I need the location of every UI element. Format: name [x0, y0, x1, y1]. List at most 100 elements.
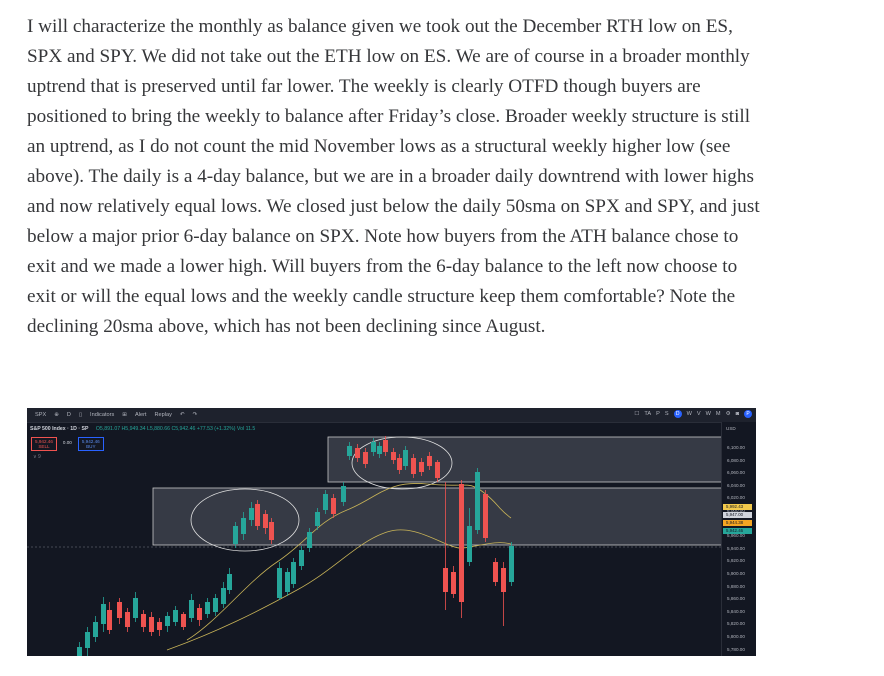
sma20-line	[186, 483, 512, 641]
candle-body	[263, 514, 268, 528]
buy-price: 5,942.46	[81, 439, 100, 444]
buy-label: BUY	[86, 444, 96, 449]
candle-body	[249, 508, 254, 520]
article-body: I will characterize the monthly as balan…	[27, 12, 767, 342]
camera-icon[interactable]: ◙	[735, 411, 739, 417]
layout-icon[interactable]: ⊞	[122, 412, 127, 418]
tb-d-button[interactable]: D	[673, 410, 682, 418]
ta-button[interactable]: TA	[644, 411, 652, 417]
candle-body	[189, 600, 194, 618]
axis-tick: 5,780.00	[727, 646, 745, 652]
alert-button[interactable]: Alert	[134, 412, 147, 418]
axis-tick: 6,000.00	[727, 508, 745, 513]
sell-price: 5,942.46	[35, 439, 53, 444]
candle-body	[371, 442, 376, 452]
candles	[77, 436, 514, 656]
price-tag: 5,992.43	[723, 504, 752, 510]
price-plot	[27, 436, 722, 656]
candle-body	[403, 450, 408, 466]
axis-tick: 5,880.00	[727, 583, 745, 589]
checkbox-icon[interactable]: ☐	[634, 411, 640, 417]
tb-v-button[interactable]: V	[696, 411, 701, 417]
candle-body	[93, 622, 98, 637]
six-day-balance-box	[152, 487, 722, 546]
symbol-search[interactable]: SPX	[35, 412, 47, 418]
tb-p-button[interactable]: P	[656, 411, 660, 417]
candle-body	[77, 647, 82, 656]
candle-body	[205, 602, 210, 614]
indicators-button[interactable]: Indicators	[90, 412, 115, 418]
candle-body	[125, 612, 130, 627]
chart-screenshot: SPX ⊕ D ▯ Indicators ⊞ Alert Replay ↶ ↷ …	[27, 408, 756, 656]
candle-body	[467, 526, 472, 562]
left-annotation-circle	[190, 488, 300, 552]
candle-body	[277, 568, 282, 598]
candle-body	[157, 622, 162, 630]
price-tag: 5,947.00	[723, 512, 752, 518]
candle-body	[323, 494, 328, 510]
axis-tick: 5,900.00	[727, 571, 745, 576]
buy-button[interactable]: 5,942.46 BUY	[77, 437, 104, 451]
candle-body	[285, 572, 290, 592]
chart-toolbar: SPX ⊕ D ▯ Indicators ⊞ Alert Replay ↶ ↷ …	[27, 408, 756, 423]
candle-body	[331, 498, 336, 514]
sell-button[interactable]: 5,942.46 SELL	[31, 437, 57, 451]
candle-body	[363, 452, 368, 464]
replay-button[interactable]: Replay	[154, 412, 172, 418]
axis-tick: 6,020.00	[727, 495, 745, 501]
axis-tick: 5,860.00	[727, 596, 745, 602]
axis-tick: 6,060.00	[727, 470, 745, 476]
candle-body	[427, 456, 432, 466]
settings-icon[interactable]: ⚙	[725, 411, 731, 417]
axis-tick: 5,920.00	[727, 558, 745, 564]
tb-m-button[interactable]: M	[715, 411, 721, 417]
bar-style-icon[interactable]: ▯	[78, 412, 83, 418]
candle-body	[341, 486, 346, 502]
candle-body	[501, 568, 506, 592]
candle-body	[493, 562, 498, 582]
tb-w2-button[interactable]: W	[705, 411, 711, 417]
candle-body	[299, 550, 304, 566]
candle-body	[419, 462, 424, 472]
candle-body	[443, 568, 448, 592]
spread-value: 0.00	[62, 440, 72, 445]
axis-tick: 5,820.00	[727, 621, 745, 627]
candle-body	[377, 446, 382, 454]
collapse-toggle[interactable]: ∨ 9	[33, 454, 41, 460]
legend-title: S&P 500 Index · 1D · SP	[30, 426, 89, 432]
axis-tick: 5,940.00	[727, 545, 745, 551]
axis-tick: 5,800.00	[727, 634, 745, 639]
legend-ohlc: O5,891.07 H5,949.34 L5,880.66 C5,942.46 …	[95, 426, 256, 432]
candle-body	[213, 598, 218, 612]
candle-body	[255, 504, 260, 526]
interval-button[interactable]: D	[66, 412, 71, 418]
price-axis[interactable]: USD 6,100.00 6,080.00 6,060.00 6,040.00 6,02…	[721, 422, 756, 656]
candle-body	[181, 614, 186, 627]
redo-icon[interactable]: ↷	[192, 412, 198, 418]
candle-body	[149, 617, 154, 632]
candle-body	[221, 588, 226, 604]
axis-tick: 5,960.00	[727, 533, 745, 539]
candle-body	[165, 616, 170, 626]
undo-icon[interactable]: ↶	[179, 412, 185, 418]
candle-body	[101, 604, 106, 624]
candle-body	[291, 562, 296, 584]
candle-body	[233, 526, 238, 544]
price-tag: 5,942.46	[723, 528, 752, 534]
tb-s-button[interactable]: S	[664, 411, 669, 417]
ath-annotation-circle	[351, 436, 453, 490]
currency-label: USD	[726, 426, 736, 431]
add-symbol-icon[interactable]: ⊕	[54, 412, 59, 418]
candle-body	[197, 608, 202, 620]
candle-body	[383, 440, 388, 452]
toolbar-right: ☐ TA P S D W V W M ⚙ ◙ P	[629, 410, 752, 418]
tb-w-button[interactable]: W	[686, 411, 692, 417]
publish-button[interactable]: P	[744, 410, 752, 418]
axis-tick: 6,100.00	[727, 445, 745, 450]
candle-body	[133, 598, 138, 618]
price-tag: 5,944.38	[723, 520, 752, 526]
sell-label: SELL	[38, 444, 50, 449]
candle-body	[475, 472, 480, 530]
candle-body	[227, 574, 232, 590]
candle-body	[117, 602, 122, 618]
